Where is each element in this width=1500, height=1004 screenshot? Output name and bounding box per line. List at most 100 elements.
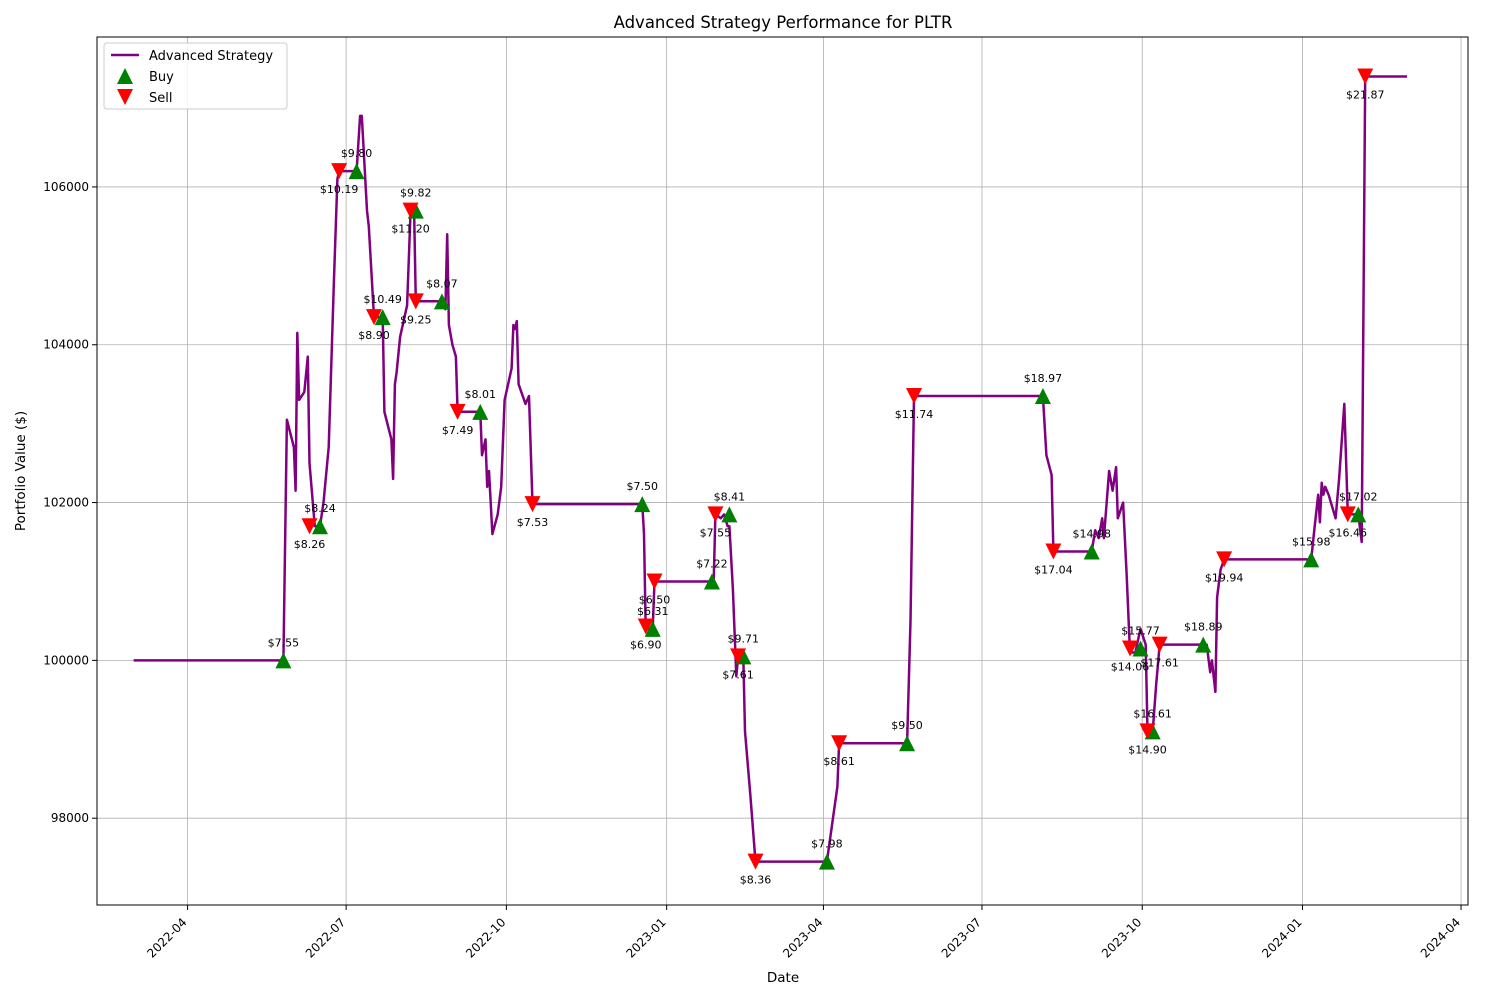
trade-labels: $7.55 $8.24 $9.80 $10.49 $9.82 $8.07 $8.01 $7.5…: [268, 88, 1385, 886]
y-tick-label: 106000: [43, 180, 89, 194]
sell-price-label: $11.20: [391, 223, 430, 236]
buy-marker: [1083, 543, 1100, 560]
legend-label: Buy: [149, 70, 174, 85]
sell-price-label: $8.61: [823, 755, 855, 768]
sell-marker: [331, 163, 348, 180]
y-tick-label: 104000: [43, 338, 89, 352]
buy-marker: [721, 506, 738, 523]
sell-marker: [407, 293, 424, 310]
buy-marker: [1303, 551, 1320, 568]
sell-price-label: $7.49: [442, 424, 474, 437]
sell-price-label: $7.61: [722, 668, 754, 681]
x-axis-label: Date: [767, 970, 799, 986]
sell-marker: [906, 388, 923, 405]
grid-lines: [97, 37, 1468, 905]
y-tick-label: 102000: [43, 496, 89, 510]
sell-marker: [1216, 551, 1233, 568]
trade-markers: [275, 68, 1374, 870]
buy-price-label: $6.31: [637, 605, 669, 618]
buy-marker: [1034, 388, 1051, 405]
y-axis-label: Portfolio Value ($): [13, 411, 29, 531]
sell-price-label: $6.90: [630, 638, 662, 651]
y-tick-label: 100000: [43, 653, 89, 667]
buy-price-label: $7.22: [696, 557, 728, 570]
sell-marker: [1151, 636, 1168, 653]
buy-marker: [472, 403, 489, 420]
buy-price-label: $15.98: [1292, 535, 1331, 548]
buy-price-label: $9.50: [891, 719, 923, 732]
legend-frame: [103, 42, 288, 110]
buy-marker: [818, 853, 835, 870]
chart-title: Advanced Strategy Performance for PLTR: [614, 13, 953, 32]
sell-price-label: $17.61: [1140, 657, 1179, 670]
buy-price-label: $16.61: [1133, 707, 1172, 720]
buy-price-label: $17.02: [1339, 490, 1378, 503]
buy-marker: [348, 163, 365, 180]
buy-price-label: $18.89: [1184, 621, 1223, 634]
buy-marker: [634, 496, 651, 513]
buy-marker: [1350, 506, 1367, 523]
sell-marker: [831, 735, 848, 752]
legend-sell-swatch: [117, 89, 133, 105]
sell-price-label: $6.50: [639, 593, 671, 606]
buy-marker: [703, 573, 720, 590]
sell-marker: [301, 518, 318, 535]
buy-price-label: $8.24: [304, 502, 336, 515]
buy-price-label: $7.50: [627, 480, 659, 493]
sell-marker: [1357, 68, 1374, 85]
sell-price-label: $8.36: [740, 874, 772, 887]
buy-price-label: $7.55: [268, 636, 300, 649]
legend-label: Sell: [149, 91, 172, 106]
sell-marker: [747, 853, 764, 870]
sell-price-label: $9.25: [400, 313, 432, 326]
sell-price-label: $10.19: [320, 183, 359, 196]
buy-marker: [374, 309, 391, 326]
buy-marker: [275, 652, 292, 669]
buy-price-label: $8.41: [714, 490, 746, 503]
buy-marker: [644, 620, 661, 637]
sell-price-label: $14.90: [1128, 743, 1167, 756]
buy-marker: [1132, 640, 1149, 657]
buy-price-label: $14.98: [1072, 527, 1111, 540]
sell-marker: [1045, 543, 1062, 560]
buy-marker: [1195, 636, 1212, 653]
sell-price-label: $7.53: [517, 516, 549, 529]
buy-marker: [311, 518, 328, 535]
sell-marker: [1139, 723, 1156, 740]
sell-marker: [402, 202, 419, 219]
sell-marker: [646, 573, 663, 590]
buy-marker: [433, 293, 450, 310]
legend-label: Advanced Strategy: [149, 49, 273, 64]
sell-marker: [637, 618, 654, 635]
sell-price-label: $14.06: [1111, 661, 1150, 674]
buy-marker: [899, 735, 916, 752]
buy-price-label: $9.80: [341, 147, 373, 160]
buy-price-label: $10.49: [363, 293, 402, 306]
sell-marker: [1339, 506, 1356, 523]
plot-frame: [96, 36, 1469, 906]
buy-price-label: $15.77: [1121, 625, 1160, 638]
legend-buy-swatch: [117, 68, 133, 84]
buy-price-label: $9.82: [400, 187, 432, 200]
sell-price-label: $7.55: [700, 526, 732, 539]
sell-marker: [365, 309, 382, 326]
buy-price-label: $7.98: [811, 838, 843, 851]
y-tick-label: 98000: [51, 811, 89, 825]
sell-price-label: $17.04: [1034, 563, 1073, 576]
buy-price-label: $8.01: [465, 388, 497, 401]
sell-marker: [707, 506, 724, 523]
legend: Advanced Strategy Buy Sell: [103, 42, 288, 110]
sell-price-label: $8.90: [358, 329, 390, 342]
sell-price-label: $8.26: [294, 538, 326, 551]
sell-price-label: $11.74: [895, 408, 934, 421]
sell-price-label: $16.46: [1329, 526, 1368, 539]
buy-price-label: $8.07: [426, 277, 458, 290]
sell-marker: [449, 403, 466, 420]
sell-marker: [524, 496, 541, 513]
buy-price-label: $9.71: [728, 632, 760, 645]
sell-price-label: $19.94: [1205, 571, 1244, 584]
sell-marker: [1122, 640, 1139, 657]
